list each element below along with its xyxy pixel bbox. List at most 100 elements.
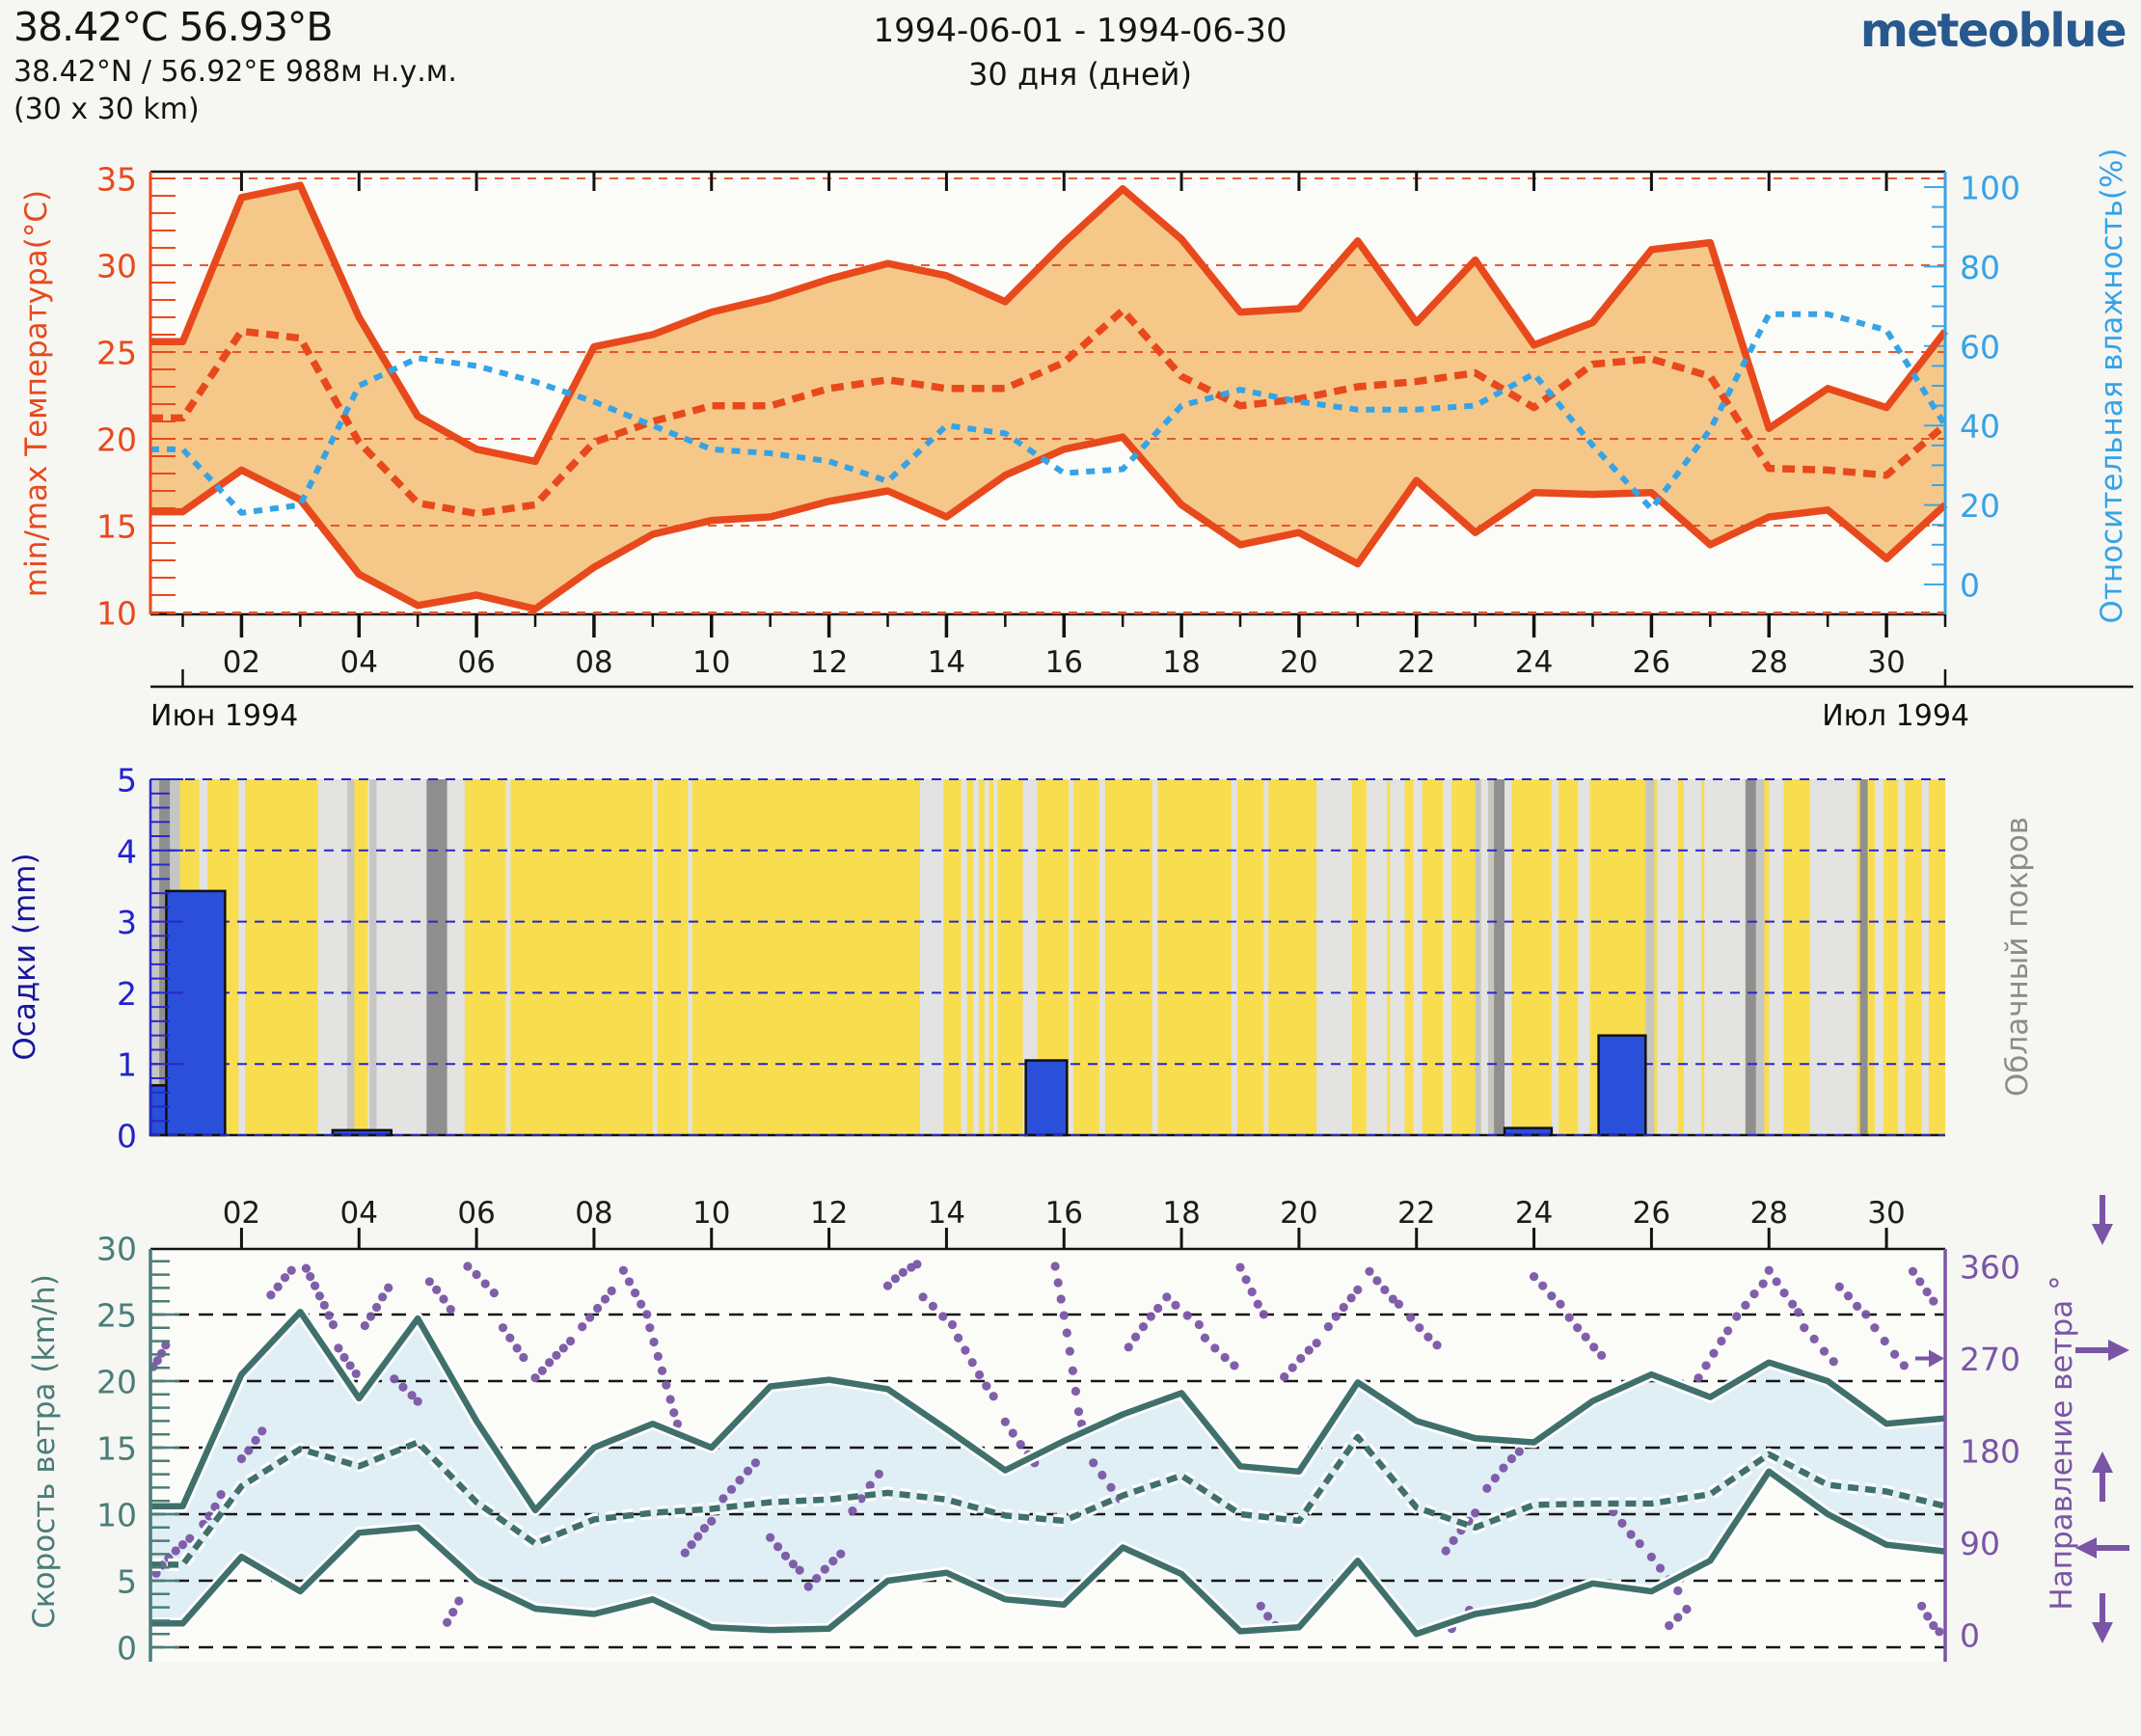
- wind-direction-dot: [1259, 1310, 1268, 1319]
- wind-direction-dot: [1538, 1281, 1548, 1290]
- wind-direction-dot: [1053, 1278, 1063, 1288]
- wind-direction-tick-label: 0: [1960, 1617, 1980, 1655]
- wind-direction-dot: [856, 1494, 866, 1504]
- wind-direction-dot: [446, 1304, 455, 1315]
- wind-direction-dot: [384, 1283, 393, 1292]
- temp-x-tick-label: 12: [810, 645, 848, 680]
- precip-bar: [1597, 1034, 1647, 1137]
- wind-x-tick-label: 14: [928, 1196, 965, 1231]
- wind-direction-dot: [351, 1369, 361, 1379]
- wind-direction-dot: [177, 1540, 188, 1550]
- wind-direction-dot: [1929, 1620, 1938, 1631]
- wind-direction-dot: [687, 1540, 696, 1550]
- wind-direction-dot: [1247, 1287, 1257, 1297]
- wind-direction-dot: [1935, 1627, 1944, 1637]
- wind-direction-dot: [1423, 1332, 1433, 1342]
- wind-direction-dot: [680, 1548, 690, 1558]
- wind-direction-dot: [345, 1361, 355, 1370]
- wind-direction-dot: [1263, 1612, 1273, 1621]
- wind-direction-dot: [828, 1557, 838, 1566]
- wind-direction-axis-title: Направление ветра °: [2045, 1275, 2079, 1610]
- temp-tick-label: 15: [96, 508, 137, 546]
- duration-label: 30 дня (дней): [968, 56, 1192, 93]
- temp-x-tick-label: 08: [575, 645, 612, 680]
- wind-direction-dot: [1323, 1322, 1333, 1332]
- precipitation-cloud-chart: 0 1 2 3 4 5: [117, 762, 1945, 1155]
- wind-direction-dot: [266, 1290, 276, 1300]
- wind-direction-tick-label: 180: [1960, 1433, 2020, 1471]
- cloud-stripe: [1551, 779, 1559, 1135]
- cloud-stripe: [1645, 779, 1655, 1135]
- wind-direction-dot: [718, 1494, 728, 1504]
- wind-direction-dot: [171, 1546, 180, 1556]
- wind-direction-dot: [565, 1336, 576, 1346]
- wind-direction-dot: [161, 1341, 171, 1350]
- temp-x-tick-label: 26: [1633, 645, 1670, 680]
- wind-direction-dot: [1124, 1343, 1133, 1352]
- cloud-stripe: [1809, 779, 1857, 1135]
- wind-x-tick-label: 08: [575, 1196, 612, 1231]
- wind-direction-dot: [407, 1391, 417, 1400]
- wind-direction-dot: [1130, 1332, 1141, 1342]
- wind-tick-label: 10: [96, 1497, 137, 1534]
- cloud-stripe: [1263, 779, 1269, 1135]
- wind-direction-dot: [1880, 1336, 1889, 1346]
- wind-direction-dot: [1449, 1535, 1458, 1545]
- temp-x-tick-label: 14: [928, 645, 965, 680]
- wind-x-tick-label: 22: [1397, 1196, 1435, 1231]
- cloud-stripe: [1859, 779, 1868, 1135]
- wind-tick-label: 5: [117, 1563, 137, 1601]
- meteoblue-logo: meteoblue: [1859, 4, 2127, 58]
- wind-direction-dot: [961, 1345, 970, 1355]
- wind-direction-dot: [244, 1446, 254, 1455]
- wind-direction-dot: [1406, 1313, 1416, 1322]
- wind-direction-dot: [1514, 1447, 1524, 1456]
- wind-direction-dot: [413, 1397, 422, 1406]
- wind-direction-dot: [1794, 1308, 1803, 1317]
- cloud-stripe: [1657, 779, 1678, 1135]
- wind-tick-label: 25: [96, 1297, 137, 1335]
- wind-direction-dot: [772, 1542, 783, 1552]
- month-label-june: Июн 1994: [150, 699, 298, 733]
- precip-tick-label: 0: [117, 1118, 137, 1155]
- cloud-stripe: [993, 779, 998, 1135]
- wind-direction-dot: [319, 1300, 329, 1310]
- wind-direction-dot: [974, 1370, 985, 1380]
- wind-direction-dot: [642, 1310, 652, 1319]
- wind-x-tick-label: 30: [1867, 1196, 1905, 1231]
- wind-direction-dot: [1312, 1338, 1321, 1348]
- wind-direction-dot: [1296, 1353, 1306, 1364]
- cloud-stripe: [367, 779, 465, 1135]
- wind-direction-dot: [1394, 1299, 1404, 1309]
- wind-direction-dot: [1070, 1386, 1081, 1397]
- wind-direction-dot: [1432, 1341, 1442, 1350]
- wind-arrow-right-icon-head: [2108, 1340, 2129, 1361]
- wind-direction-dot: [726, 1484, 737, 1494]
- wind-direction-dot: [1146, 1312, 1155, 1321]
- wind-direction-dot: [448, 1608, 458, 1617]
- wind-x-tick-label: 04: [340, 1196, 378, 1231]
- wind-x-tick-label: 20: [1280, 1196, 1317, 1231]
- cloud-stripe: [652, 779, 658, 1135]
- wind-direction-dot: [1471, 1508, 1480, 1518]
- wind-direction-dot: [1764, 1265, 1774, 1275]
- temperature-humidity-chart: 10 15 20 25 30 35 0 20 40 60 80 100 02 04 06 08 10 12 14 16…: [96, 161, 2133, 689]
- cloud-stripe: [1022, 779, 1038, 1135]
- wind-direction-dot: [1834, 1282, 1844, 1291]
- wind-direction-dot: [865, 1480, 875, 1490]
- wind-direction-dot: [439, 1294, 448, 1304]
- wind-arrow-down-icon-head: [2092, 1224, 2113, 1245]
- precip-tick-label: 2: [117, 975, 137, 1013]
- wind-direction-dot: [1923, 1612, 1933, 1621]
- wind-direction-dot: [1709, 1348, 1719, 1358]
- wind-direction-dot: [766, 1533, 775, 1542]
- wind-direction-dot: [669, 1408, 679, 1418]
- wind-x-tick-label: 02: [223, 1196, 260, 1231]
- wind-direction-dot: [982, 1381, 991, 1391]
- wind-direction-dot: [443, 1617, 452, 1627]
- temp-x-tick-label: 06: [457, 645, 495, 680]
- wind-direction-dot: [1581, 1332, 1590, 1342]
- cloud-stripe: [1152, 779, 1158, 1135]
- wind-direction-tick-label: 90: [1960, 1525, 2000, 1562]
- wind-direction-dot: [1050, 1261, 1060, 1271]
